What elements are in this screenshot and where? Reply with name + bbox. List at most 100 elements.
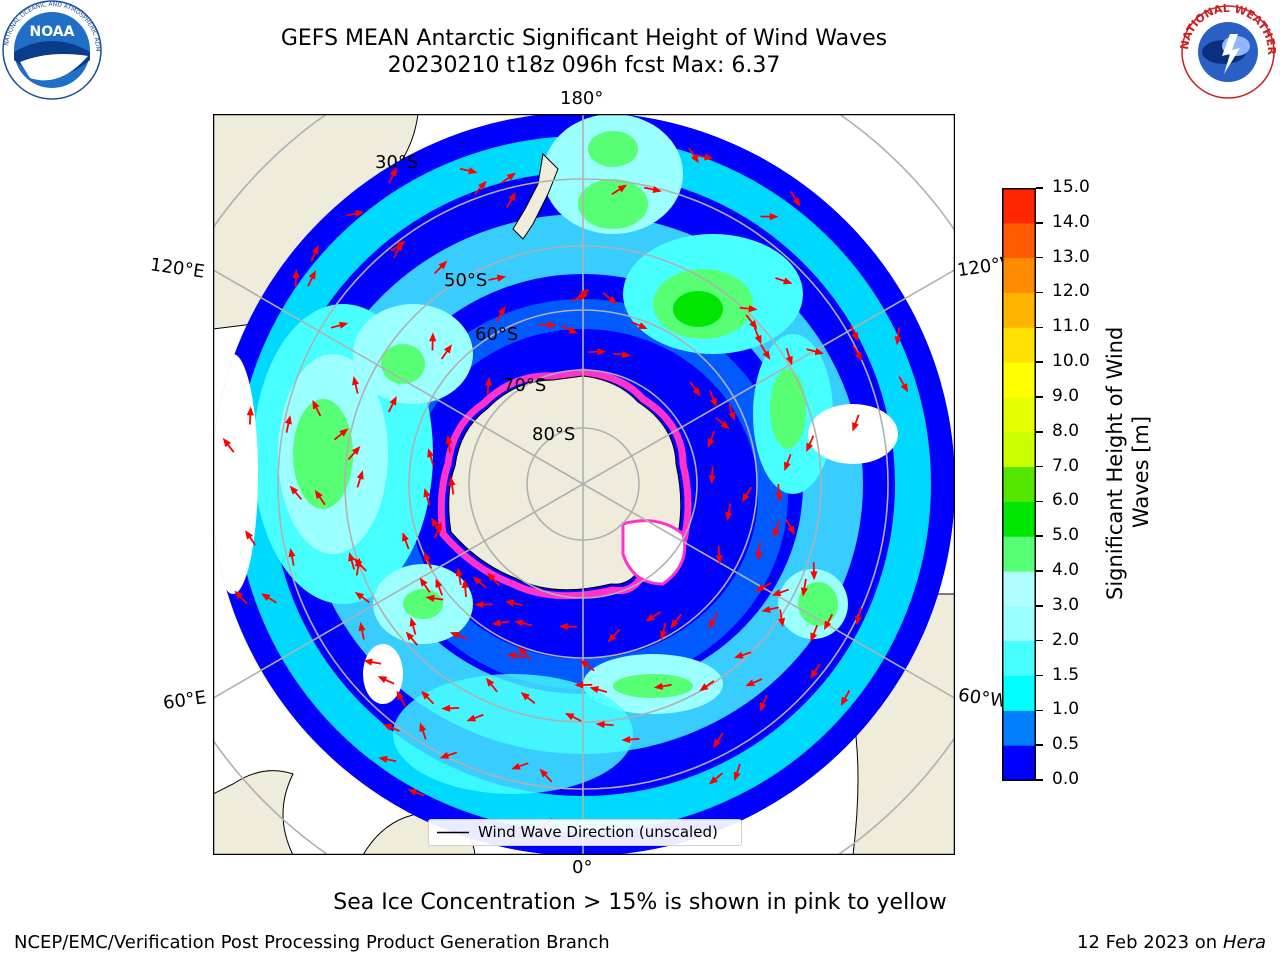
wave-direction-arrowhead: [449, 632, 460, 639]
wave-direction-arrowhead: [508, 191, 516, 202]
wave-direction-arrowhead: [784, 461, 791, 472]
wave-direction-arrowhead: [395, 241, 403, 252]
wave-direction-arrowhead: [261, 593, 271, 601]
wave-direction-arrowhead: [720, 420, 730, 430]
wave-direction-arrowhead: [351, 446, 361, 456]
wave-direction-arrowhead: [785, 355, 793, 366]
colorbar-tick-mark: [1036, 431, 1043, 433]
credit-date: 12 Feb 2023 on Hera: [1077, 932, 1266, 953]
wave-direction-arrowhead: [810, 632, 818, 642]
wave-direction-arrowhead: [754, 334, 762, 345]
wave-direction-arrowhead: [814, 348, 825, 355]
wave-direction-arrowhead: [755, 551, 763, 561]
wave-direction-arrowhead: [363, 658, 373, 666]
wave-direction-arrowhead: [378, 755, 388, 763]
wave-direction-arrowhead: [423, 551, 431, 562]
colorbar-segment: [1002, 257, 1036, 293]
wave-direction-arrowhead: [288, 547, 296, 558]
colorbar-segment: [1002, 396, 1036, 433]
colorbar-tick-mark: [1036, 465, 1043, 468]
wave-direction-arrowhead: [396, 690, 404, 701]
wave-direction-arrowhead: [733, 771, 741, 782]
wave-direction-arrowhead: [670, 619, 679, 629]
wave-direction-arrowhead: [568, 326, 578, 334]
colorbar-tick-label: 0.0: [1052, 769, 1080, 789]
wave-direction-arrowhead: [806, 442, 814, 453]
wave-direction-arrowhead: [653, 682, 664, 690]
colorbar-segment: [1002, 188, 1036, 224]
wave-direction-arrowhead: [708, 475, 716, 485]
wave-direction-arrowhead: [472, 576, 482, 585]
wave-direction-arrowhead: [775, 492, 783, 502]
colorbar-tick-mark: [1036, 639, 1043, 642]
wave-direction-arrowhead: [496, 274, 507, 282]
colorbar-tick-label: 5.0: [1052, 525, 1080, 546]
legend-line-icon: [437, 831, 469, 834]
wave-direction-arrowhead: [733, 651, 744, 659]
sea-ice-note: Sea Ice Concentration > 15% is shown in …: [333, 890, 947, 915]
wave-direction-arrowhead: [854, 351, 863, 361]
wave-direction-arrowhead: [852, 422, 859, 432]
wave-direction-arrowhead: [728, 411, 736, 422]
wave-direction-arrowhead: [713, 738, 721, 749]
colorbar-label: Significant Height of Wind Waves [m]: [1103, 326, 1153, 600]
wave-direction-arrowhead: [484, 376, 492, 386]
colorbar-segment: [1002, 571, 1036, 607]
wave-direction-arrowhead: [595, 720, 605, 729]
colorbar-tick-mark: [1036, 674, 1043, 677]
wave-direction-arrowhead: [539, 768, 549, 778]
colorbar-tick-mark: [1036, 326, 1043, 329]
wave-direction-arrowhead: [749, 320, 758, 330]
wave-direction-arrowhead: [578, 294, 589, 301]
colorbar-segment: [1002, 327, 1036, 363]
colorbar-tick-label: 8.0: [1052, 420, 1080, 441]
wave-direction-arrowhead: [485, 677, 495, 687]
wave-direction-arrowhead: [402, 532, 409, 542]
wave-direction-arrowhead: [352, 375, 360, 386]
wave-direction-arrowhead: [461, 578, 469, 589]
colorbar-tick-mark: [1036, 570, 1043, 572]
wave-direction-arrowhead: [289, 485, 299, 495]
map-legend: Wind Wave Direction (unscaled): [428, 819, 742, 846]
colorbar-tick-label: 3.0: [1052, 594, 1080, 615]
colorbar-tick-mark: [1036, 605, 1043, 607]
wave-direction-arrowhead: [547, 321, 557, 329]
wave-direction-arrowhead: [356, 470, 364, 480]
lon-label-0: 0°: [572, 857, 593, 878]
wave-direction-arrowhead: [855, 615, 862, 626]
wave-direction-arrowhead: [621, 351, 632, 359]
lat-label-60s: 60°S: [475, 324, 519, 345]
colorbar-tick-label: 10.0: [1052, 351, 1090, 372]
wave-direction-arrowhead: [431, 517, 439, 527]
lon-label-180: 180°: [560, 88, 604, 109]
wave-direction-arrowhead: [507, 652, 517, 660]
colorbar-tick-label: 14.0: [1052, 211, 1090, 232]
colorbar-tick-mark: [1036, 396, 1043, 398]
wave-direction-arrowhead: [441, 704, 451, 712]
credit-branch: NCEP/EMC/Verification Post Processing Pr…: [14, 932, 610, 953]
wave-direction-arrowhead: [520, 692, 530, 701]
wave-direction-arrowhead: [621, 735, 631, 744]
colorbar-segment: [1002, 222, 1036, 259]
wave-direction-arrowhead: [851, 331, 859, 342]
noaa-logo-text: NOAA: [30, 24, 75, 40]
wind-wave-arrows: [222, 147, 909, 830]
lat-label-50s: 50°S: [444, 270, 488, 291]
wave-direction-arrowhead: [617, 184, 628, 193]
nws-logo: NATIONAL WEATHER SERVICE: [1180, 4, 1276, 99]
lon-label-60e: 60°E: [161, 687, 208, 714]
wave-direction-arrowhead: [759, 702, 767, 712]
lat-label-70s: 70°S: [503, 375, 547, 396]
wave-direction-arrowhead: [517, 647, 527, 656]
wave-direction-arrowhead: [755, 584, 765, 592]
wave-direction-arrowhead: [429, 332, 437, 342]
wave-direction-arrowhead: [580, 289, 590, 298]
wave-direction-arrowhead: [314, 489, 323, 500]
wave-direction-arrowhead: [597, 348, 607, 356]
wave-direction-arrowhead: [468, 167, 478, 175]
chart-subtitle: 20230210 t18z 096h fcst Max: 6.37: [387, 53, 781, 78]
wave-direction-arrowhead: [762, 350, 771, 360]
wave-direction-arrowhead: [704, 153, 714, 161]
lat-label-30s: 30°S: [375, 152, 419, 173]
colorbar-segment: [1002, 710, 1036, 746]
